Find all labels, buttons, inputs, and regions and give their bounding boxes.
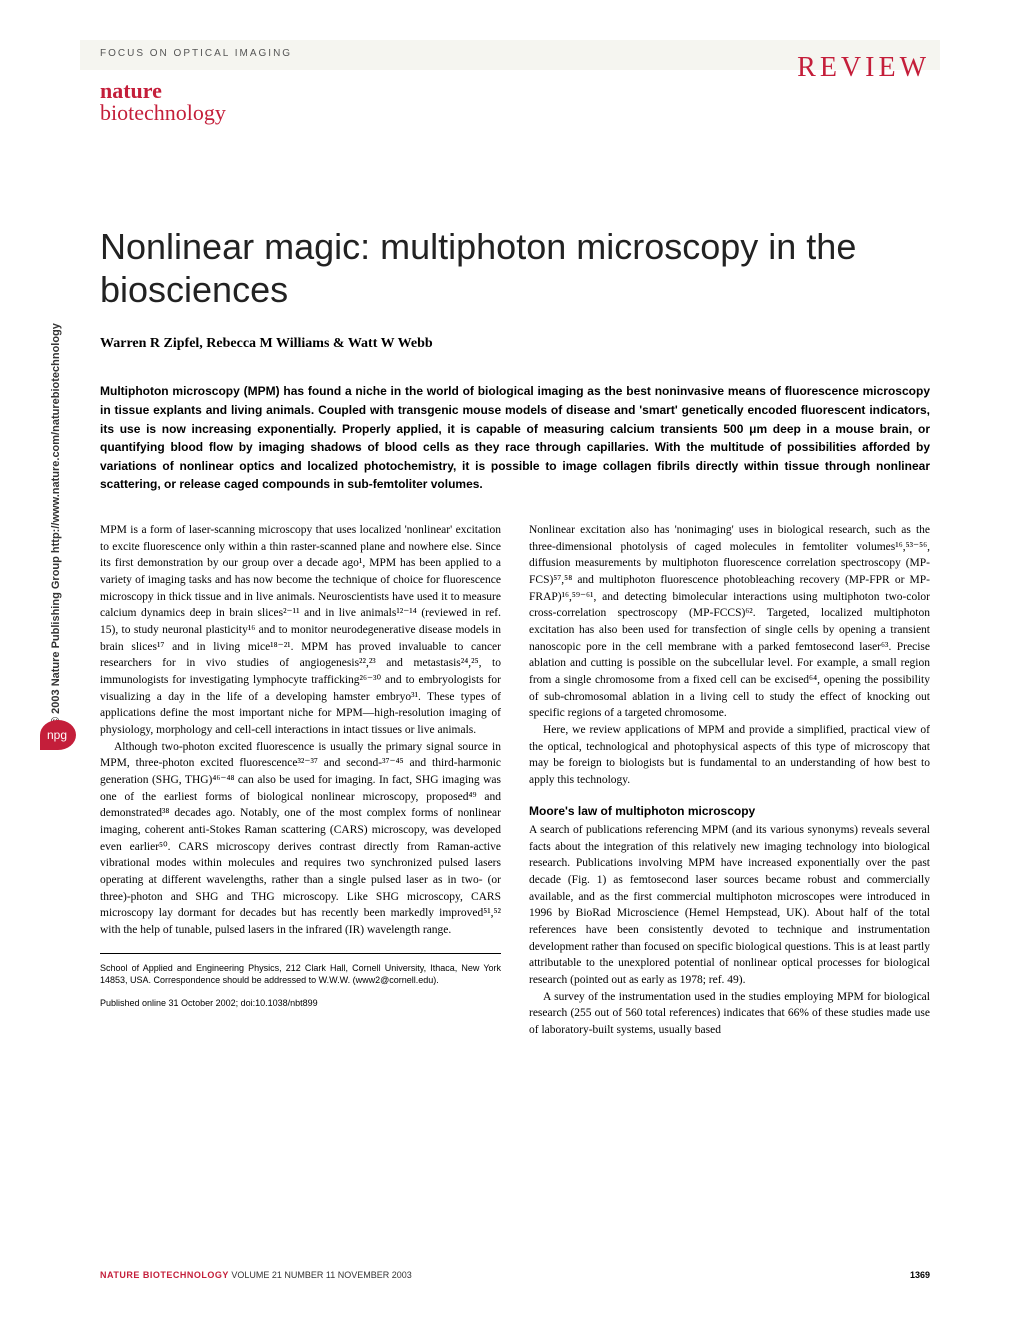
- publication-info: Published online 31 October 2002; doi:10…: [100, 997, 501, 1010]
- npg-badge: [40, 720, 76, 750]
- article-abstract: Multiphoton microscopy (MPM) has found a…: [100, 382, 930, 494]
- section-heading: Moore's law of multiphoton microscopy: [529, 803, 930, 820]
- review-label: REVIEW: [797, 52, 930, 84]
- paragraph: Here, we review applications of MPM and …: [529, 722, 930, 789]
- paragraph: Although two-photon excited fluorescence…: [100, 739, 501, 939]
- page-number: 1369: [910, 1270, 930, 1280]
- article-authors: Warren R Zipfel, Rebecca M Williams & Wa…: [100, 336, 930, 352]
- copyright-sidebar: © 2003 Nature Publishing Group http://ww…: [50, 265, 74, 735]
- journal-line2: biotechnology: [100, 102, 226, 124]
- paragraph: A search of publications referencing MPM…: [529, 822, 930, 989]
- paragraph: A survey of the instrumentation used in …: [529, 989, 930, 1039]
- copyright-text: © 2003 Nature Publishing Group http://ww…: [50, 323, 62, 725]
- paragraph: Nonlinear excitation also has 'nonimagin…: [529, 522, 930, 722]
- affiliation-block: School of Applied and Engineering Physic…: [100, 953, 501, 1010]
- focus-label: FOCUS ON OPTICAL IMAGING: [100, 48, 292, 59]
- affiliation-text: School of Applied and Engineering Physic…: [100, 962, 501, 987]
- footer-issue: NATURE BIOTECHNOLOGY VOLUME 21 NUMBER 11…: [100, 1270, 412, 1280]
- article-main: Nonlinear magic: multiphoton microscopy …: [100, 225, 930, 1039]
- footer-journal-name: NATURE BIOTECHNOLOGY: [100, 1270, 229, 1280]
- page-footer: NATURE BIOTECHNOLOGY VOLUME 21 NUMBER 11…: [100, 1270, 930, 1280]
- journal-line1: nature: [100, 80, 226, 102]
- footer-issue-info: VOLUME 21 NUMBER 11 NOVEMBER 2003: [231, 1270, 411, 1280]
- paragraph: MPM is a form of laser-scanning microsco…: [100, 522, 501, 739]
- journal-logo: nature biotechnology: [100, 80, 226, 124]
- body-text: MPM is a form of laser-scanning microsco…: [100, 522, 930, 1039]
- article-title: Nonlinear magic: multiphoton microscopy …: [100, 225, 930, 311]
